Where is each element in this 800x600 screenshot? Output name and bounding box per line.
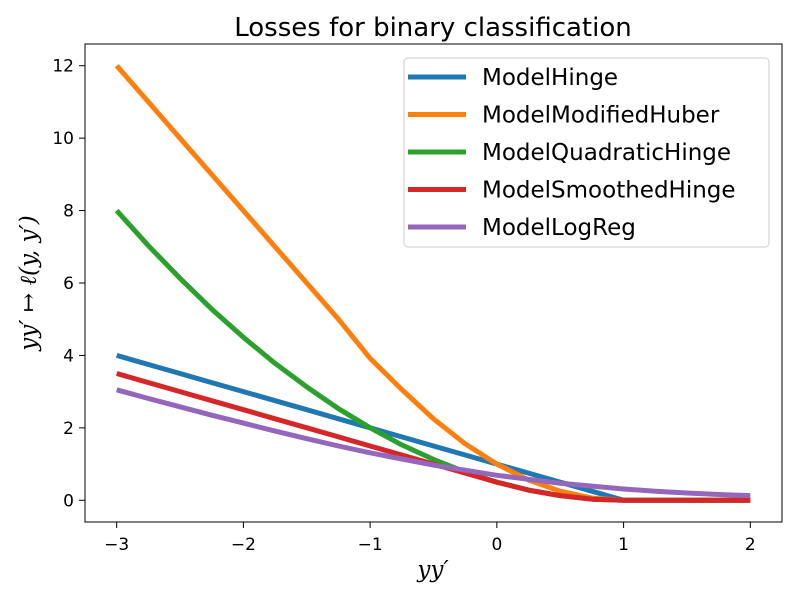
series-line-5	[116, 387, 751, 499]
y-tick-label: 0	[63, 491, 74, 511]
legend-frame	[403, 57, 770, 248]
x-tick-label: −1	[358, 535, 383, 555]
series-line-4	[116, 371, 751, 503]
x-tick-label: 2	[745, 535, 756, 555]
y-tick-label: 2	[63, 419, 74, 439]
x-tick-label: −3	[104, 535, 129, 555]
legend-label: ModelHinge	[482, 65, 618, 91]
series-line-1	[116, 352, 751, 503]
x-tick-label: 1	[618, 535, 629, 555]
series-line-3	[114, 208, 751, 503]
y-tick-label: 6	[63, 274, 74, 294]
x-tick-label: −2	[231, 535, 256, 555]
legend-label: ModelSmoothedHinge	[482, 178, 736, 204]
chart-title: Losses for binary classification	[234, 13, 632, 43]
legend-label: ModelLogReg	[482, 215, 636, 241]
y-tick-label: 4	[63, 346, 74, 366]
y-axis: 0 2 4 6 8 10 12	[52, 57, 85, 511]
plot-lines	[114, 64, 751, 503]
y-tick-label: 8	[63, 202, 74, 222]
legend-label: ModelQuadraticHinge	[482, 140, 731, 166]
y-tick-label: 12	[52, 57, 74, 77]
y-axis-label: yy′ ↦ ℓ(y, y′)	[16, 215, 42, 351]
y-tick-label: 10	[52, 129, 74, 149]
x-axis-label: yy′	[416, 557, 449, 583]
x-axis: −3 −2 −1 0 1 2	[104, 522, 756, 555]
legend-label: ModelModifiedHuber	[482, 103, 720, 129]
legend: ModelHinge ModelModifiedHuber ModelQuadrat…	[403, 57, 770, 248]
x-tick-label: 0	[491, 535, 502, 555]
